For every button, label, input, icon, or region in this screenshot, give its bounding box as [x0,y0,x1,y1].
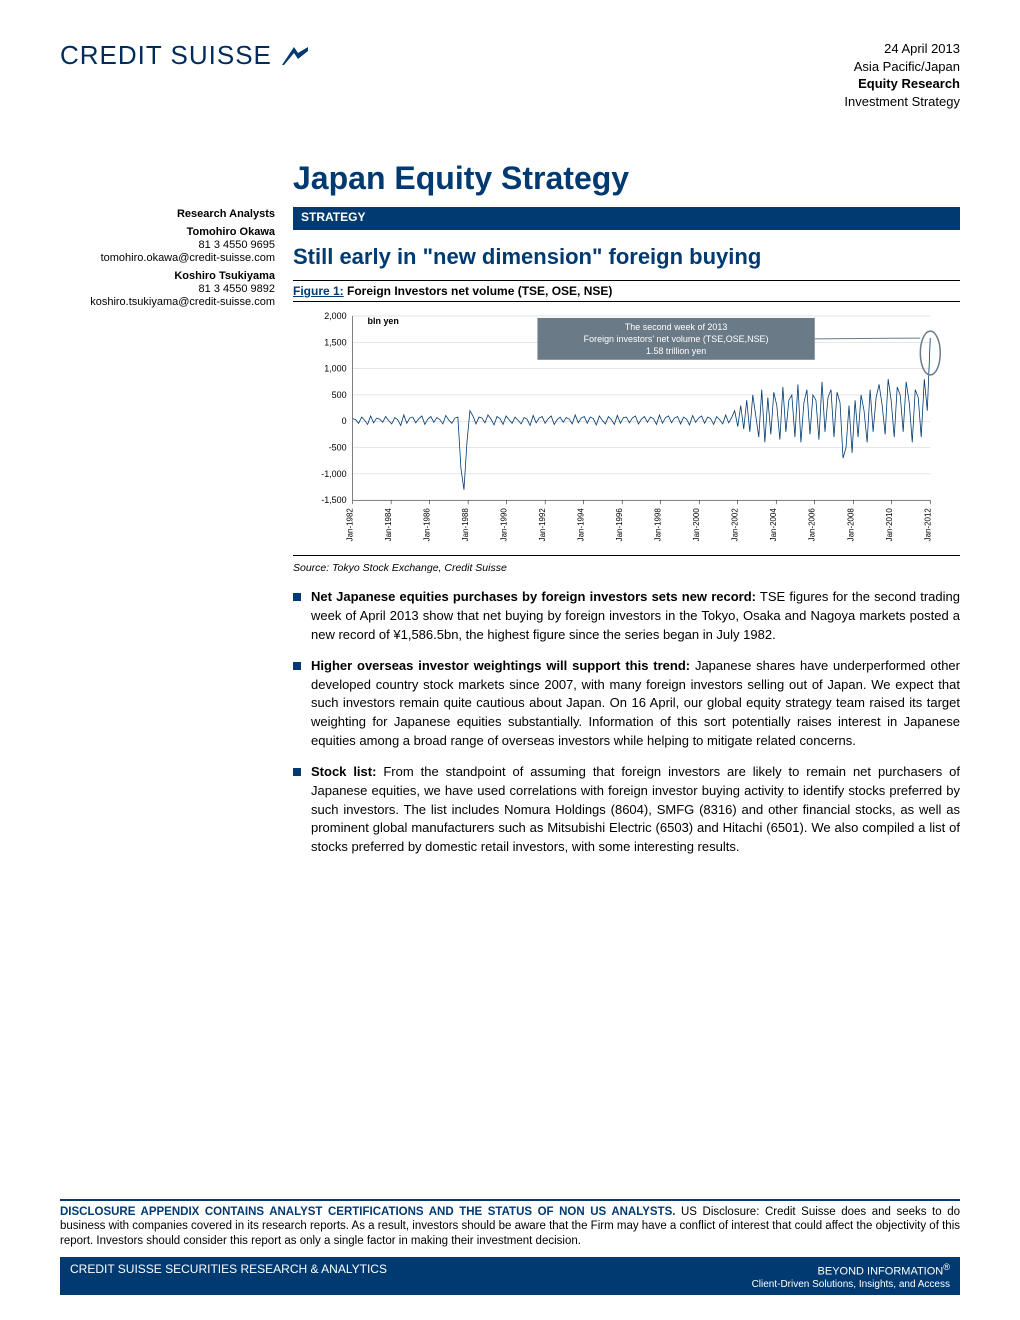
svg-text:-1,000: -1,000 [321,469,346,479]
sidebar: Research Analysts Tomohiro Okawa 81 3 45… [60,160,275,869]
bullet-list: Net Japanese equities purchases by forei… [293,588,960,857]
svg-text:Jan-1992: Jan-1992 [538,508,547,542]
header-group: Investment Strategy [844,93,960,111]
svg-text:1,000: 1,000 [324,364,346,374]
page-title: Japan Equity Strategy [293,160,960,197]
disclosure-title: DISCLOSURE APPENDIX CONTAINS ANALYST CER… [60,1206,675,1218]
bullet-icon [293,593,301,601]
svg-text:Jan-1994: Jan-1994 [577,508,586,542]
svg-text:Jan-2000: Jan-2000 [692,508,701,542]
header: CREDIT SUISSE 24 April 2013 Asia Pacific… [0,0,1020,120]
strategy-bar: STRATEGY [293,207,960,230]
header-dept: Equity Research [844,75,960,93]
logo: CREDIT SUISSE [60,40,310,71]
footer-bar: CREDIT SUISSE SECURITIES RESEARCH & ANAL… [60,1257,960,1295]
svg-text:Jan-1986: Jan-1986 [423,508,432,542]
svg-text:Foreign investors' net volume: Foreign investors' net volume (TSE,OSE,N… [584,334,769,344]
svg-text:-500: -500 [329,443,347,453]
svg-text:Jan-1996: Jan-1996 [615,508,624,542]
footer-bar-left: CREDIT SUISSE SECURITIES RESEARCH & ANAL… [70,1262,387,1290]
figure-caption: Figure 1: Foreign Investors net volume (… [293,280,960,302]
header-region: Asia Pacific/Japan [844,58,960,76]
chart-svg: -1,500 -1,000 -500 0 500 1,000 1,500 2,000 bln y… [293,306,960,555]
bullet-text: Net Japanese equities purchases by forei… [311,588,960,645]
header-date: 24 April 2013 [844,40,960,58]
svg-text:-1,500: -1,500 [321,495,346,505]
analyst-name: Koshiro Tsukiyama [60,270,275,282]
svg-text:Jan-1982: Jan-1982 [346,508,355,542]
svg-text:bln yen: bln yen [368,316,399,326]
analyst-name: Tomohiro Okawa [60,226,275,238]
chart: -1,500 -1,000 -500 0 500 1,000 1,500 2,000 bln y… [293,306,960,556]
bullet-text: Higher overseas investor weightings will… [311,657,960,751]
svg-text:Jan-2010: Jan-2010 [885,508,894,542]
bullet-item: Net Japanese equities purchases by forei… [293,588,960,645]
svg-text:Jan-2012: Jan-2012 [923,508,932,542]
svg-text:Jan-2004: Jan-2004 [769,508,778,542]
svg-text:Jan-1998: Jan-1998 [654,508,663,542]
disclosure: DISCLOSURE APPENDIX CONTAINS ANALYST CER… [60,1199,960,1250]
figure-label: Figure 1: [293,284,344,298]
svg-text:1.58 trillion yen: 1.58 trillion yen [646,346,706,356]
svg-text:Jan-1988: Jan-1988 [461,508,470,542]
svg-text:Jan-2008: Jan-2008 [846,508,855,542]
subtitle: Still early in "new dimension" foreign b… [293,244,960,270]
content: Japan Equity Strategy STRATEGY Still ear… [293,160,960,869]
analyst-email: tomohiro.okawa@credit-suisse.com [60,252,275,264]
svg-text:Jan-1984: Jan-1984 [384,508,393,542]
svg-text:500: 500 [332,390,347,400]
footer-bar-right: BEYOND INFORMATION® Client-Driven Soluti… [752,1262,950,1290]
main: Research Analysts Tomohiro Okawa 81 3 45… [0,120,1020,869]
bullet-text: Stock list: From the standpoint of assum… [311,763,960,857]
bullet-item: Higher overseas investor weightings will… [293,657,960,751]
figure-title: Foreign Investors net volume (TSE, OSE, … [347,284,612,298]
svg-text:0: 0 [342,416,347,426]
svg-text:2,000: 2,000 [324,311,346,321]
analysts-title: Research Analysts [60,208,275,220]
svg-text:Jan-2006: Jan-2006 [808,508,817,542]
footer: DISCLOSURE APPENDIX CONTAINS ANALYST CER… [60,1199,960,1295]
analyst-phone: 81 3 4550 9892 [60,283,275,295]
header-meta: 24 April 2013 Asia Pacific/Japan Equity … [844,40,960,110]
svg-text:The second week of 2013: The second week of 2013 [625,322,728,332]
analyst-email: koshiro.tsukiyama@credit-suisse.com [60,296,275,308]
chart-source: Source: Tokyo Stock Exchange, Credit Sui… [293,562,960,574]
analyst-phone: 81 3 4550 9695 [60,239,275,251]
svg-text:Jan-1990: Jan-1990 [500,508,509,542]
bullet-item: Stock list: From the standpoint of assum… [293,763,960,857]
bullet-icon [293,662,301,670]
bullet-icon [293,768,301,776]
svg-text:1,500: 1,500 [324,337,346,347]
logo-text: CREDIT SUISSE [60,40,272,71]
svg-text:Jan-2002: Jan-2002 [731,508,740,542]
logo-icon [280,45,310,67]
